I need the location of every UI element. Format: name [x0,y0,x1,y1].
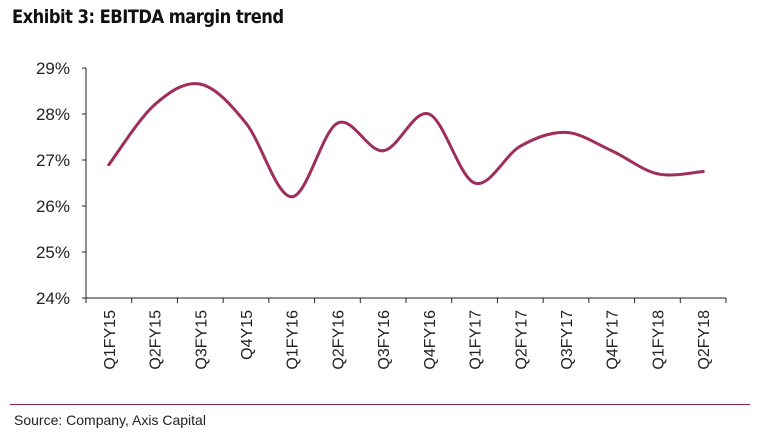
footer-divider [10,404,750,405]
x-tick-label: Q2FY17 [513,310,530,370]
x-tick-label: Q1FY17 [468,310,485,370]
ebitda-margin-line [107,82,705,199]
data-point [244,121,248,125]
data-point [198,82,202,86]
data-point [701,170,705,173]
y-tick-label: 26% [36,197,70,216]
data-point [610,149,614,153]
y-tick-label: 25% [36,243,70,262]
data-point [564,130,568,134]
data-point [655,172,659,176]
x-tick-label: Q3FY15 [193,310,210,370]
series-layer [107,82,705,199]
data-point [381,149,385,153]
data-point [518,144,522,148]
x-tick-label: Q1FY18 [650,310,667,370]
line-chart: 24% 25% 26% 27% 28% 29% Q1FY15 Q2FY15 Q3FY15 Q4Y… [36,59,727,370]
x-tick-label: Q3FY17 [559,310,576,370]
x-tick-label: Q1FY16 [285,310,302,370]
x-tick-label: Q1FY15 [102,310,119,370]
x-tick-label: Q4FY17 [605,310,622,370]
x-axis: Q1FY15 Q2FY15 Q3FY15 Q4Y15 Q1FY16 Q2FY16 Q3FY1… [85,297,727,370]
data-point [290,195,294,199]
y-tick-label: 28% [36,105,70,124]
y-axis: 24% 25% 26% 27% 28% 29% [36,59,87,308]
chart-title: Exhibit 3: EBITDA margin trend [12,6,284,28]
data-point [427,112,431,116]
y-tick-label: 27% [36,151,70,170]
data-point [473,181,477,185]
x-tick-label: Q2FY18 [696,310,713,370]
y-tick-label: 29% [36,59,70,78]
x-tick-label: Q4FY16 [422,310,439,370]
data-point [107,163,111,167]
data-point [335,121,339,125]
data-point [153,103,157,107]
x-tick-label: Q2FY15 [148,310,165,370]
x-tick-label: Q3FY16 [376,310,393,370]
y-tick-label: 24% [36,289,70,308]
x-tick-label: Q4Y15 [239,310,256,360]
source-note: Source: Company, Axis Capital [14,412,206,428]
x-tick-label: Q2FY16 [330,310,347,370]
